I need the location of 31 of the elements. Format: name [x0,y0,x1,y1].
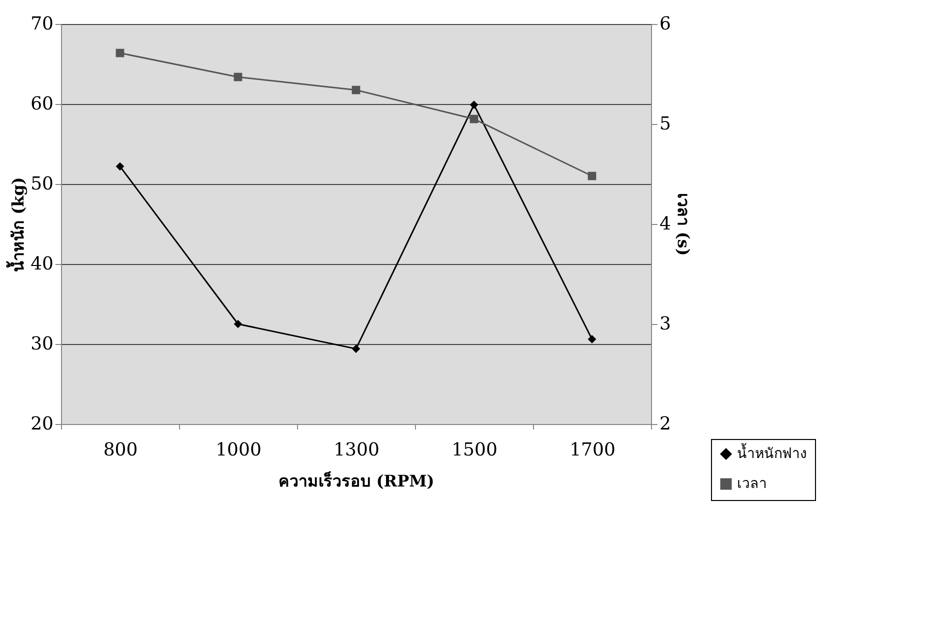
x-tick-label: 1700 [570,440,616,460]
y2-tick-label: 2 [660,414,671,434]
x-tick-label: 1300 [334,440,380,460]
point [116,48,124,58]
legend-label: น้ำหนักฟาง [737,443,807,462]
y-tick-label: 50 [30,174,54,194]
point [234,72,242,82]
y2-tick-label: 3 [660,314,671,334]
x-tick-label: 1000 [216,440,262,460]
point [352,86,360,94]
y2-tick-label: 4 [660,214,671,234]
point [234,320,242,328]
point [470,100,478,109]
y2-tick-label: 6 [660,14,671,34]
x-tick-label: 800 [103,440,138,460]
point [588,172,596,180]
point [470,114,478,124]
y2-tick-label: 5 [660,114,671,134]
point [588,335,596,344]
legend-label: เวลา [737,476,767,492]
point [352,344,360,353]
y-tick-label: 40 [30,254,54,274]
y-axis-title: น้ำหนัก (kg) [6,177,28,272]
y-tick-label: 60 [30,94,54,114]
y2-axis-title: เวลา (s) [674,193,693,256]
x-axis-title: ความเร็วรอบ (RPM) [278,470,434,490]
y-tick-label: 30 [30,334,54,354]
x-tick-label: 1500 [452,440,498,460]
y-tick-label: 70 [30,14,54,34]
y-tick-label: 20 [30,414,54,434]
point [116,162,124,171]
